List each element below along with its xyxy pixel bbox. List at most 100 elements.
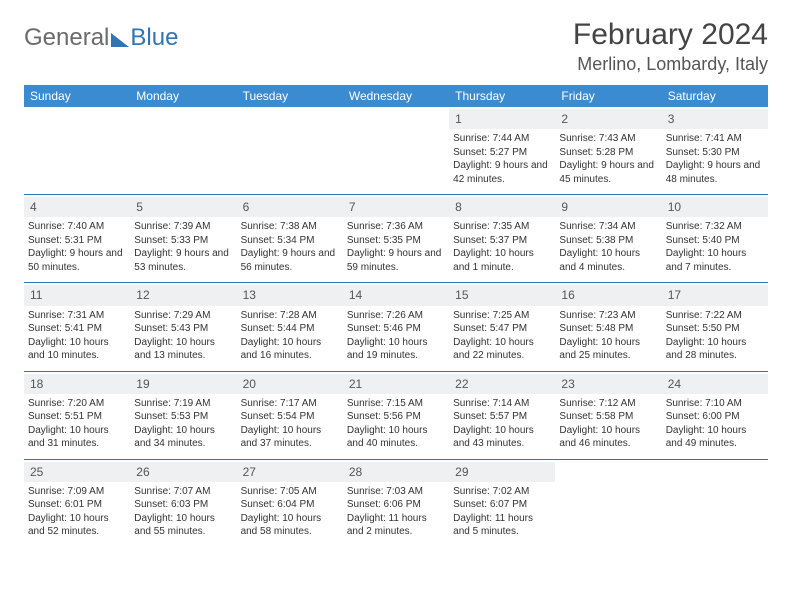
day-cell: 20Sunrise: 7:17 AMSunset: 5:54 PMDayligh… [237,372,343,459]
daylight-text: Daylight: 10 hours and 40 minutes. [347,424,445,451]
header: General Blue February 2024 Merlino, Lomb… [24,18,768,75]
sunrise-text: Sunrise: 7:44 AM [453,132,551,146]
sunrise-text: Sunrise: 7:38 AM [241,220,339,234]
day-cell: 22 Sunrise: 7:14 AMSunset: 5:57 PMDayligh… [449,372,555,459]
daylight-text: Daylight: 10 hours and 16 minutes. [241,336,339,363]
day-number: 4 [24,197,130,217]
weeks-container: 1 Sunrise: 7:44 AMSunset: 5:27 PM Daylight… [24,107,768,547]
day-number: 28 [343,462,449,482]
day-cell [24,107,130,194]
sunrise-text: Sunrise: 7:10 AM [666,397,764,411]
sunset-text: Sunset: 6:01 PM [28,498,126,512]
sunrise-text: Sunrise: 7:19 AM [134,397,232,411]
day-cell: 6 Sunrise: 7:38 AMSunset: 5:34 PMDaylight… [237,195,343,282]
sunrise-text: Sunrise: 7:36 AM [347,220,445,234]
sunrise-text: Sunrise: 7:05 AM [241,485,339,499]
sunrise-text: Sunrise: 7:32 AM [666,220,764,234]
sunset-text: Sunset: 5:33 PM [134,234,232,248]
day-number: 11 [24,285,130,305]
day-number: 14 [343,285,449,305]
dow-wednesday: Wednesday [343,85,449,107]
day-number: 22 [449,374,555,394]
daylight-text: Daylight: 10 hours and 31 minutes. [28,424,126,451]
daylight-text: Daylight: 10 hours and 43 minutes. [453,424,551,451]
sunrise-text: Sunrise: 7:17 AM [241,397,339,411]
day-cell: 13Sunrise: 7:28 AMSunset: 5:44 PMDayligh… [237,283,343,370]
sunrise-text: Sunrise: 7:41 AM [666,132,764,146]
location-label: Merlino, Lombardy, Italy [573,54,768,75]
title-block: February 2024 Merlino, Lombardy, Italy [573,18,768,75]
day-number: 1 [449,109,555,129]
day-cell: 27Sunrise: 7:05 AMSunset: 6:04 PMDayligh… [237,460,343,547]
day-cell: 7Sunrise: 7:36 AMSunset: 5:35 PMDaylight… [343,195,449,282]
day-number: 9 [555,197,661,217]
sunrise-text: Sunrise: 7:09 AM [28,485,126,499]
sunset-text: Sunset: 5:34 PM [241,234,339,248]
daylight-text: Daylight: 9 hours and 56 minutes. [241,247,339,274]
sunset-text: Sunset: 5:47 PM [453,322,551,336]
sunset-text: Sunset: 5:38 PM [559,234,657,248]
sunset-text: Sunset: 5:53 PM [134,410,232,424]
sunrise-text: Sunrise: 7:23 AM [559,309,657,323]
daylight-text: Daylight: 10 hours and 55 minutes. [134,512,232,539]
day-number: 19 [130,374,236,394]
day-number: 5 [130,197,236,217]
sunset-text: Sunset: 5:40 PM [666,234,764,248]
dow-monday: Monday [130,85,236,107]
week-row: 4Sunrise: 7:40 AMSunset: 5:31 PMDaylight… [24,195,768,283]
sunset-text: Sunset: 5:54 PM [241,410,339,424]
day-number: 13 [237,285,343,305]
day-cell: 5Sunrise: 7:39 AMSunset: 5:33 PMDaylight… [130,195,236,282]
daylight-text: Daylight: 10 hours and 58 minutes. [241,512,339,539]
day-number: 25 [24,462,130,482]
day-number: 27 [237,462,343,482]
day-cell [555,460,661,547]
sunset-text: Sunset: 5:51 PM [28,410,126,424]
dow-saturday: Saturday [662,85,768,107]
day-cell: 4Sunrise: 7:40 AMSunset: 5:31 PMDaylight… [24,195,130,282]
sunrise-text: Sunrise: 7:22 AM [666,309,764,323]
sunrise-text: Sunrise: 7:35 AM [453,220,551,234]
daylight-text: Daylight: 10 hours and 22 minutes. [453,336,551,363]
dow-friday: Friday [555,85,661,107]
day-number: 20 [237,374,343,394]
sunset-text: Sunset: 5:46 PM [347,322,445,336]
sunset-text: Sunset: 5:56 PM [347,410,445,424]
sunset-text: Sunset: 6:07 PM [453,498,551,512]
day-cell: 19 Sunrise: 7:19 AMSunset: 5:53 PMDayligh… [130,372,236,459]
brand-left: General [24,24,109,52]
day-cell: 14Sunrise: 7:26 AMSunset: 5:46 PMDayligh… [343,283,449,370]
day-number: 6 [237,197,343,217]
sunrise-text: Sunrise: 7:07 AM [134,485,232,499]
day-number: 18 [24,374,130,394]
daylight-text: Daylight: 9 hours and 59 minutes. [347,247,445,274]
daylight-text: Daylight: 10 hours and 13 minutes. [134,336,232,363]
day-number: 23 [555,374,661,394]
sunrise-text: Sunrise: 7:25 AM [453,309,551,323]
day-cell: 18Sunrise: 7:20 AMSunset: 5:51 PMDayligh… [24,372,130,459]
day-cell: 15Sunrise: 7:25 AMSunset: 5:47 PMDayligh… [449,283,555,370]
sunset-text: Sunset: 5:41 PM [28,322,126,336]
dow-thursday: Thursday [449,85,555,107]
daylight-text: Daylight: 9 hours and 45 minutes. [559,159,657,186]
sunrise-text: Sunrise: 7:02 AM [453,485,551,499]
daylight-text: Daylight: 10 hours and 28 minutes. [666,336,764,363]
day-cell: 17Sunrise: 7:22 AMSunset: 5:50 PMDayligh… [662,283,768,370]
sunrise-text: Sunrise: 7:14 AM [453,397,551,411]
day-number: 26 [130,462,236,482]
day-cell [237,107,343,194]
day-cell: 21Sunrise: 7:15 AMSunset: 5:56 PMDayligh… [343,372,449,459]
day-number: 7 [343,197,449,217]
daylight-text: Daylight: 9 hours and 53 minutes. [134,247,232,274]
sunrise-text: Sunrise: 7:31 AM [28,309,126,323]
daylight-text: Daylight: 10 hours and 34 minutes. [134,424,232,451]
calendar: Sunday Monday Tuesday Wednesday Thursday… [24,85,768,547]
daylight-text: Daylight: 10 hours and 10 minutes. [28,336,126,363]
sunset-text: Sunset: 5:57 PM [453,410,551,424]
sunrise-text: Sunrise: 7:40 AM [28,220,126,234]
day-cell [343,107,449,194]
daylight-text: Daylight: 11 hours and 2 minutes. [347,512,445,539]
daylight-text: Daylight: 10 hours and 1 minute. [453,247,551,274]
day-cell: 26Sunrise: 7:07 AMSunset: 6:03 PMDayligh… [130,460,236,547]
sunset-text: Sunset: 5:27 PM [453,146,551,160]
